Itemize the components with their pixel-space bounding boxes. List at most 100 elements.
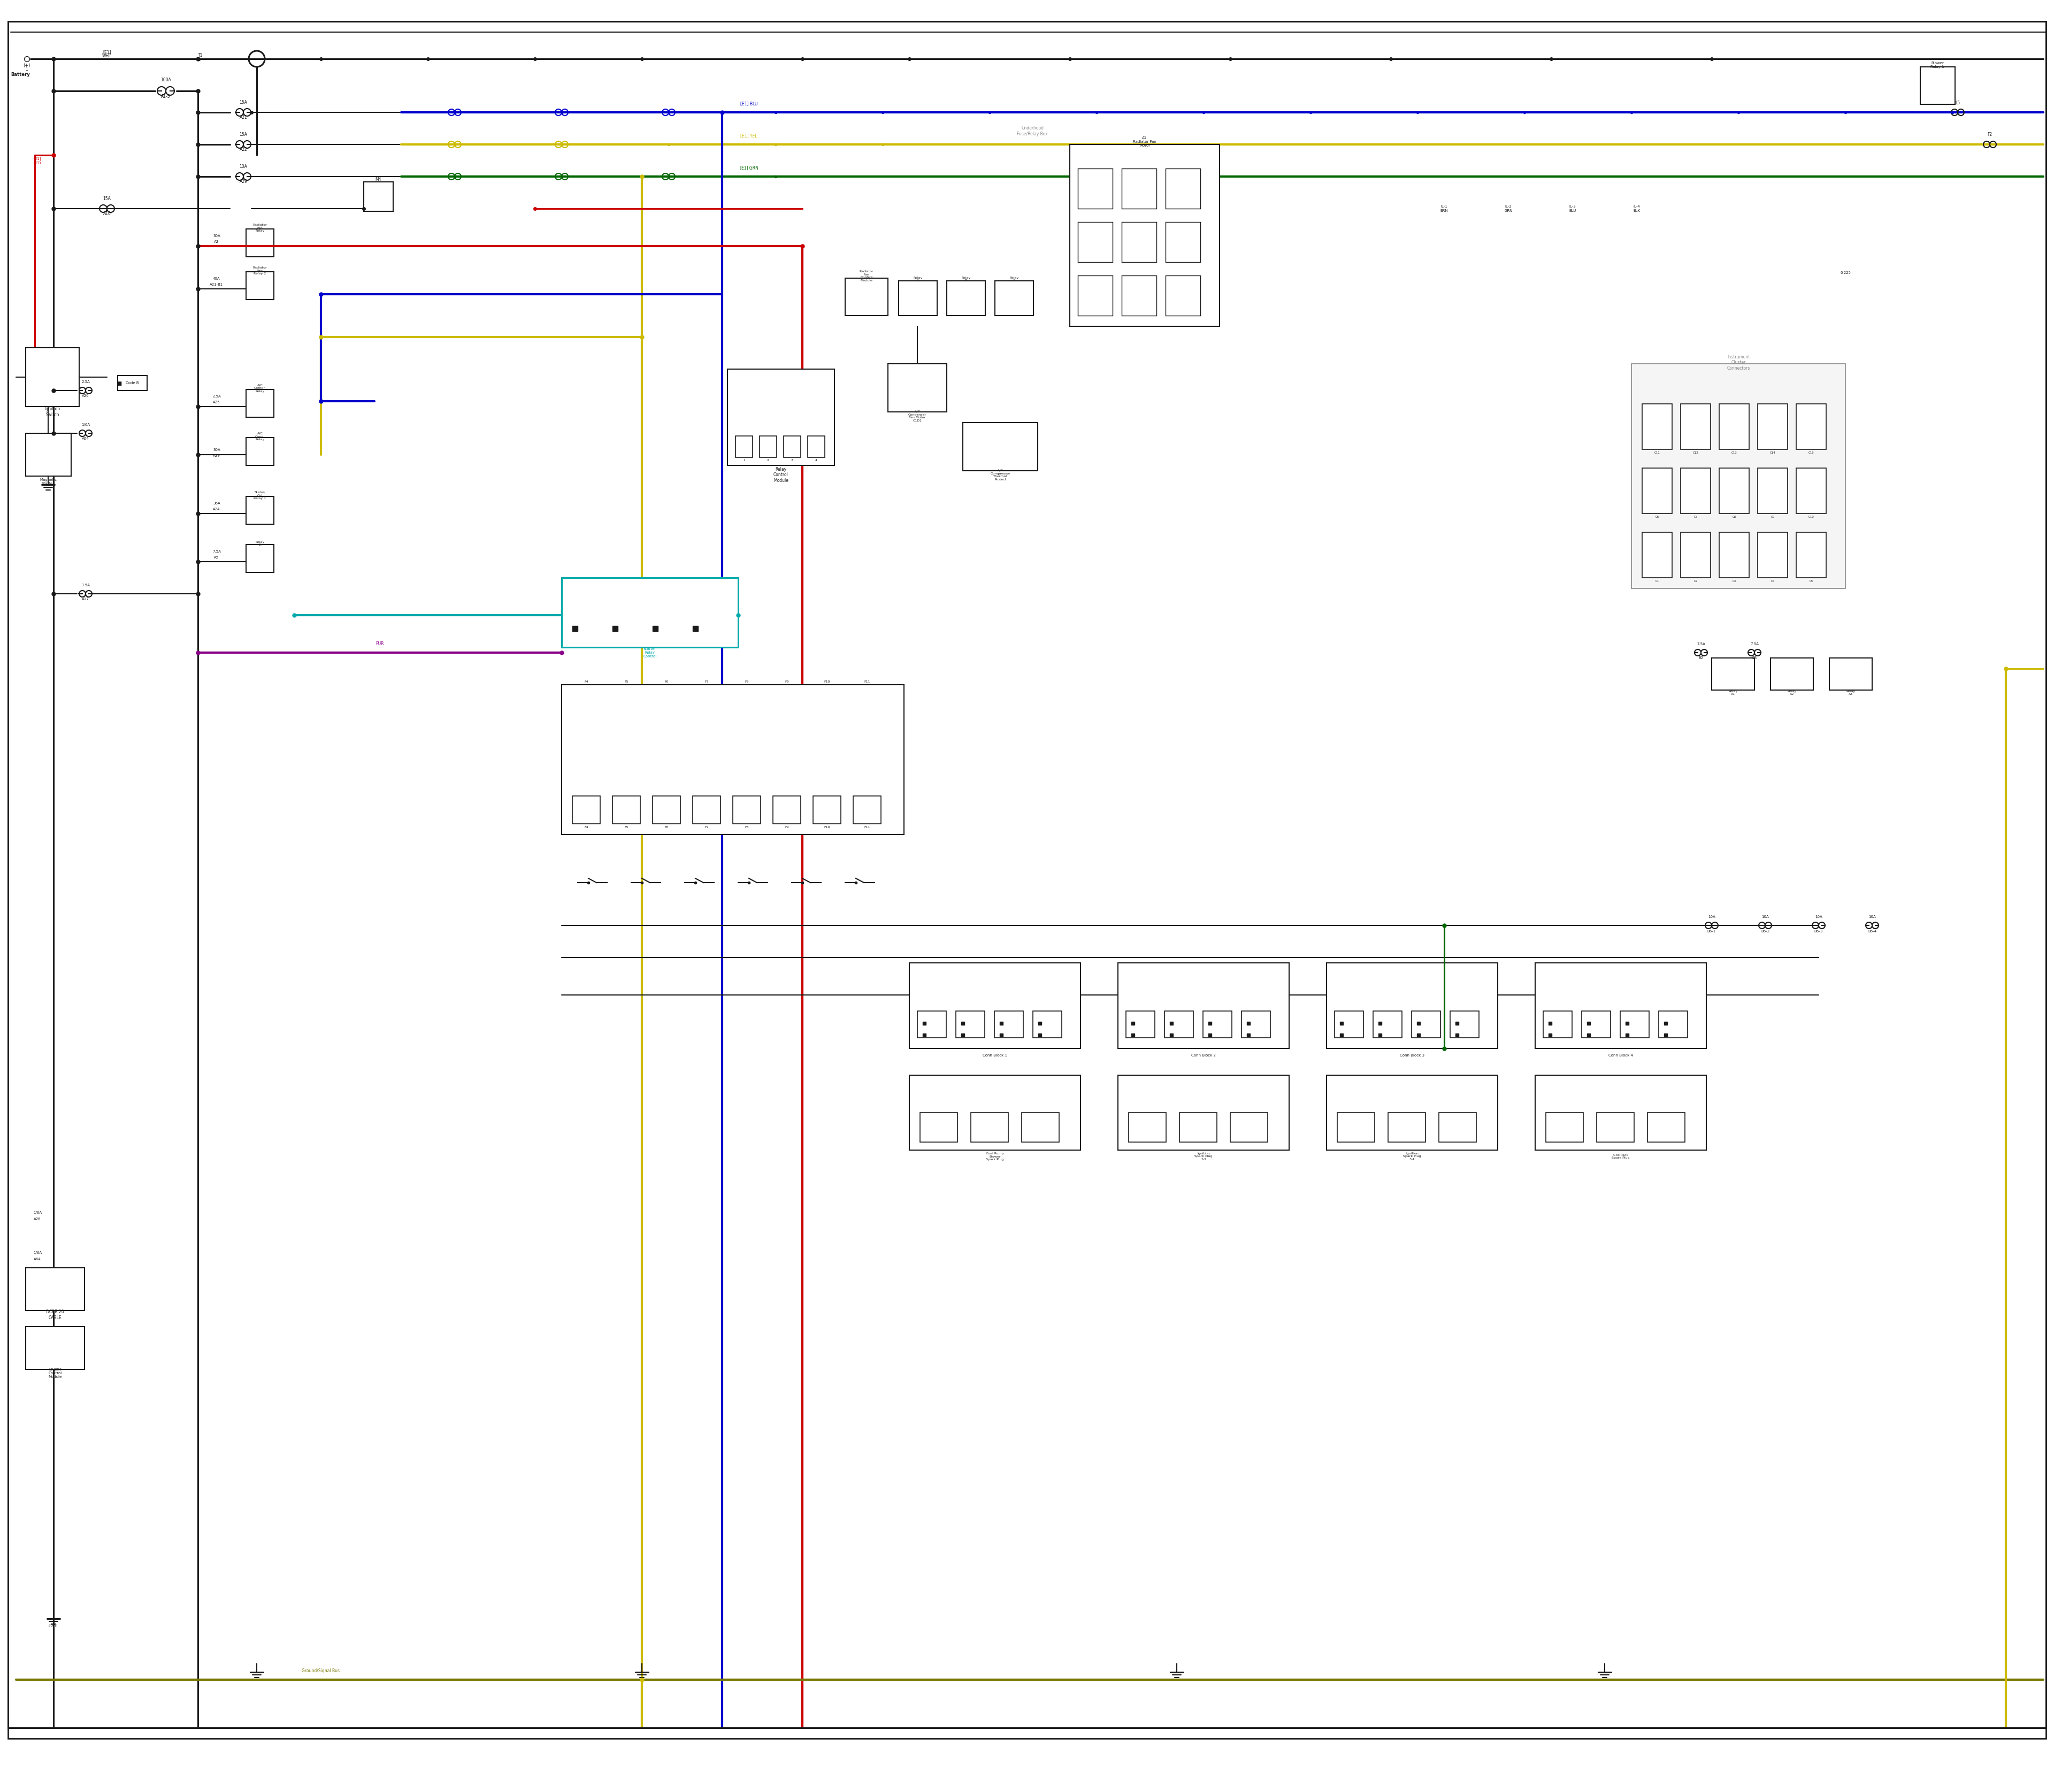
Bar [1033, 1011, 1062, 1038]
Bar [1621, 1011, 1649, 1038]
Text: C15: C15 [1808, 452, 1814, 455]
Bar [246, 272, 273, 299]
Text: A21: A21 [240, 115, 246, 120]
Bar [653, 796, 680, 824]
Text: G201: G201 [49, 1625, 58, 1627]
Bar [834, 134, 1230, 326]
Bar [1758, 468, 1787, 514]
Text: 4: 4 [815, 459, 817, 461]
Text: A24: A24 [214, 507, 220, 511]
Text: Conn Block 4: Conn Block 4 [1608, 1054, 1633, 1057]
Bar [1327, 962, 1497, 1048]
Text: 15A: 15A [103, 197, 111, 201]
Text: 36A: 36A [214, 502, 220, 505]
Bar [727, 369, 834, 466]
Text: Relay
C: Relay C [1011, 276, 1019, 281]
Text: Radiator
Fan
Relay 2: Radiator Fan Relay 2 [253, 267, 267, 276]
Text: 15A: 15A [240, 133, 246, 136]
Text: 1/6A: 1/6A [33, 1211, 41, 1215]
Bar [1631, 364, 1844, 588]
Text: Relay
X1: Relay X1 [1729, 690, 1738, 695]
Text: Relay
X2: Relay X2 [1787, 690, 1797, 695]
Text: 2.5A: 2.5A [82, 380, 90, 383]
Text: A/C
Condenser
Fan Motor
C1D1: A/C Condenser Fan Motor C1D1 [908, 410, 926, 423]
Text: [E1]: [E1] [103, 50, 111, 54]
Text: 3: 3 [791, 459, 793, 461]
Bar [1165, 222, 1200, 262]
Bar [1128, 1113, 1167, 1142]
Text: Engine
Control
Module: Engine Control Module [49, 1367, 62, 1378]
Text: B6-4: B6-4 [1867, 930, 1877, 934]
Text: A17: A17 [82, 597, 88, 600]
Bar [1126, 1011, 1154, 1038]
Bar [246, 229, 273, 256]
Text: C4: C4 [1771, 581, 1775, 582]
Bar [1711, 658, 1754, 690]
Bar [733, 796, 760, 824]
Bar [364, 181, 392, 211]
Text: F2: F2 [1988, 133, 1992, 136]
Bar [25, 434, 72, 477]
Text: B3: B3 [1752, 656, 1756, 659]
Text: A22: A22 [240, 147, 246, 152]
Text: 10A: 10A [1762, 916, 1768, 919]
Bar [910, 962, 1080, 1048]
Bar [1758, 403, 1787, 450]
Bar [561, 685, 904, 835]
Bar [1411, 1011, 1440, 1038]
Bar [910, 1075, 1080, 1150]
Text: A/C
Compressor
Thermal
Protect: A/C Compressor Thermal Protect [990, 470, 1011, 480]
Text: Radiator
Fan
Control
Module: Radiator Fan Control Module [859, 271, 873, 281]
Bar [246, 496, 273, 525]
Text: C13: C13 [1732, 452, 1738, 455]
Bar [1660, 1011, 1688, 1038]
Bar [1389, 1113, 1425, 1142]
Text: T1: T1 [197, 54, 203, 57]
Bar [246, 545, 273, 572]
Bar [1121, 168, 1156, 208]
Text: 10A: 10A [1709, 916, 1715, 919]
Text: 30A: 30A [214, 448, 220, 452]
Bar [1450, 1011, 1479, 1038]
Text: A3: A3 [214, 240, 220, 244]
Bar [1719, 468, 1750, 514]
Text: F5: F5 [624, 681, 629, 683]
Text: A/C
Cond.
Relay: A/C Cond. Relay [255, 432, 265, 441]
Bar [807, 435, 826, 457]
Text: 2: 2 [766, 459, 768, 461]
Text: C5: C5 [1810, 581, 1814, 582]
Text: 10A: 10A [1816, 916, 1822, 919]
Text: C8: C8 [1732, 516, 1736, 518]
Text: 1: 1 [25, 66, 29, 72]
Bar [1596, 1113, 1635, 1142]
Bar [1121, 276, 1156, 315]
Bar [1547, 1113, 1584, 1142]
Text: Radiator
Fan
Relay: Radiator Fan Relay [253, 224, 267, 233]
Bar [1179, 1113, 1216, 1142]
Text: [E1] YEL: [E1] YEL [739, 133, 758, 138]
Bar [1795, 468, 1826, 514]
Bar [963, 423, 1037, 471]
Bar [1440, 1113, 1477, 1142]
Text: A25: A25 [214, 401, 220, 403]
Text: A1
Radiator Fan
Motor: A1 Radiator Fan Motor [1134, 136, 1156, 147]
Text: A16: A16 [103, 211, 111, 217]
Bar [25, 348, 80, 407]
Text: 100A: 100A [160, 77, 170, 82]
Text: 7.5A: 7.5A [1697, 643, 1705, 645]
Text: F4: F4 [583, 826, 587, 828]
Text: [E1]: [E1] [33, 158, 41, 161]
Text: F9: F9 [785, 826, 789, 828]
Text: 40A: 40A [214, 278, 220, 280]
Text: Ignition
Spark Plug
1-2: Ignition Spark Plug 1-2 [1195, 1152, 1212, 1161]
Text: A26: A26 [33, 1217, 41, 1220]
Bar [1021, 1113, 1060, 1142]
Bar [1117, 962, 1290, 1048]
Text: B6-3: B6-3 [1814, 930, 1824, 934]
Bar [25, 1326, 84, 1369]
Bar [25, 1267, 84, 1310]
Bar [573, 796, 600, 824]
Text: F7: F7 [705, 681, 709, 683]
Text: Status
Cut
Relay 1: Status Cut Relay 1 [255, 491, 267, 500]
Text: A26: A26 [82, 394, 88, 398]
